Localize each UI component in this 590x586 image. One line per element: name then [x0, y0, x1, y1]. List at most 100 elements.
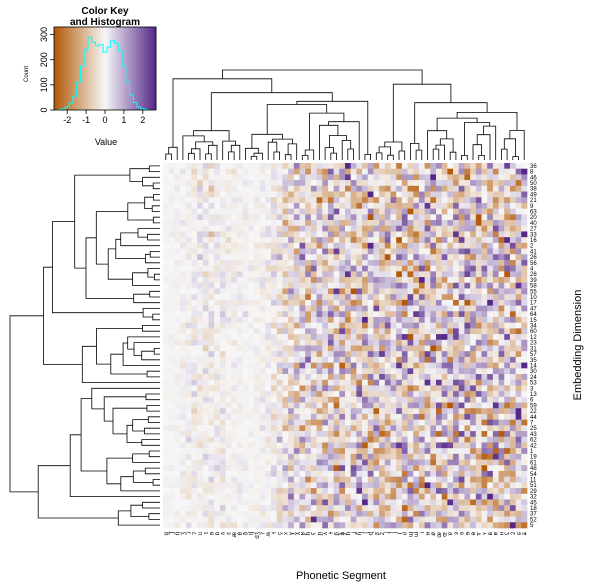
heatmap-cell — [163, 413, 170, 420]
heatmap-cell — [379, 448, 386, 455]
heatmap-cell — [202, 351, 209, 358]
heatmap-cell — [180, 385, 187, 392]
heatmap-cell — [367, 516, 374, 523]
heatmap-cell — [248, 510, 255, 517]
heatmap-cell — [481, 391, 488, 398]
heatmap-cell — [407, 185, 414, 192]
heatmap-cell — [384, 168, 391, 175]
heatmap-cell — [515, 465, 522, 472]
heatmap-cell — [191, 356, 198, 363]
heatmap-cell — [333, 448, 340, 455]
heatmap-cell — [345, 202, 352, 209]
heatmap-cell — [424, 522, 431, 529]
heatmap-cell — [191, 459, 198, 466]
heatmap-cell — [436, 305, 443, 312]
heatmap-cell — [424, 493, 431, 500]
heatmap-cell — [413, 202, 420, 209]
column-label: ɞ — [460, 532, 466, 535]
heatmap-cell — [236, 185, 243, 192]
heatmap-cell — [464, 442, 471, 449]
heatmap-cell — [487, 470, 494, 478]
row-label: 43 — [530, 432, 537, 438]
heatmap-cell — [202, 197, 209, 204]
heatmap-cell — [231, 202, 238, 209]
heatmap-cell — [504, 368, 511, 375]
heatmap-cell — [293, 522, 300, 529]
heatmap-cell — [441, 288, 448, 295]
heatmap-cell — [163, 362, 170, 369]
heatmap-cell — [327, 476, 334, 483]
heatmap-cell — [339, 470, 346, 478]
heatmap-cell — [254, 231, 261, 238]
heatmap-cell — [299, 419, 306, 426]
heatmap-cell — [345, 516, 352, 523]
heatmap-cell — [293, 453, 300, 460]
heatmap-cell — [367, 459, 374, 466]
heatmap-cell — [441, 396, 448, 403]
heatmap-cell — [265, 271, 272, 278]
heatmap-cell — [333, 311, 340, 318]
heatmap-cell — [208, 516, 215, 523]
heatmap-cell — [208, 368, 215, 375]
heatmap-cell — [242, 499, 249, 506]
heatmap-cell — [504, 505, 511, 512]
heatmap-cell — [208, 225, 215, 232]
heatmap-cell — [345, 339, 352, 346]
heatmap-cell — [174, 208, 181, 215]
heatmap-cell — [225, 505, 232, 512]
heatmap-cell — [390, 174, 397, 181]
heatmap-cell — [407, 448, 414, 455]
heatmap-cell — [521, 499, 528, 506]
heatmap-cell — [282, 271, 289, 278]
heatmap-cell — [492, 516, 499, 523]
heatmap-cell — [299, 431, 306, 438]
column-label: ʍ — [266, 531, 272, 536]
heatmap-cell — [384, 334, 391, 341]
heatmap-cell — [447, 282, 454, 289]
heatmap-cell — [299, 208, 306, 215]
heatmap-cell — [453, 436, 460, 443]
heatmap-cell — [202, 305, 209, 312]
heatmap-cell — [390, 277, 397, 284]
heatmap-cell — [214, 334, 221, 341]
heatmap-cell — [276, 442, 283, 449]
heatmap-cell — [276, 220, 283, 227]
heatmap-cell — [248, 431, 255, 438]
heatmap-cell — [396, 316, 403, 324]
heatmap-cell — [305, 294, 312, 301]
heatmap-cell — [265, 368, 272, 375]
heatmap-cell — [492, 408, 499, 415]
heatmap-cell — [413, 282, 420, 289]
heatmap-cell — [453, 368, 460, 375]
heatmap-cell — [168, 174, 175, 181]
heatmap-cell — [225, 379, 232, 386]
column-label: æ — [232, 531, 238, 537]
heatmap-cell — [436, 493, 443, 500]
heatmap-cell — [356, 316, 363, 324]
heatmap-cell — [219, 168, 226, 175]
heatmap-cell — [231, 208, 238, 215]
heatmap-cell — [265, 305, 272, 312]
heatmap-cell — [265, 436, 272, 443]
heatmap-cell — [487, 391, 494, 398]
heatmap-cell — [413, 368, 420, 375]
heatmap-cell — [191, 493, 198, 500]
heatmap-cell — [379, 470, 386, 478]
heatmap-cell — [242, 237, 249, 244]
heatmap-cell — [447, 482, 454, 489]
heatmap-cell — [316, 197, 323, 204]
heatmap-cell — [458, 282, 465, 289]
heatmap-cell — [248, 231, 255, 238]
heatmap-cell — [225, 488, 232, 495]
heatmap-cell — [487, 220, 494, 227]
heatmap-cell — [271, 351, 278, 358]
heatmap-cell — [350, 174, 357, 181]
heatmap-cell — [185, 242, 192, 249]
heatmap-cell — [379, 202, 386, 209]
heatmap-cell — [316, 482, 323, 489]
heatmap-cell — [430, 328, 437, 335]
heatmap-cell — [509, 510, 516, 517]
heatmap-cell — [350, 220, 357, 227]
heatmap-cell — [509, 459, 516, 466]
heatmap-cell — [219, 305, 226, 312]
